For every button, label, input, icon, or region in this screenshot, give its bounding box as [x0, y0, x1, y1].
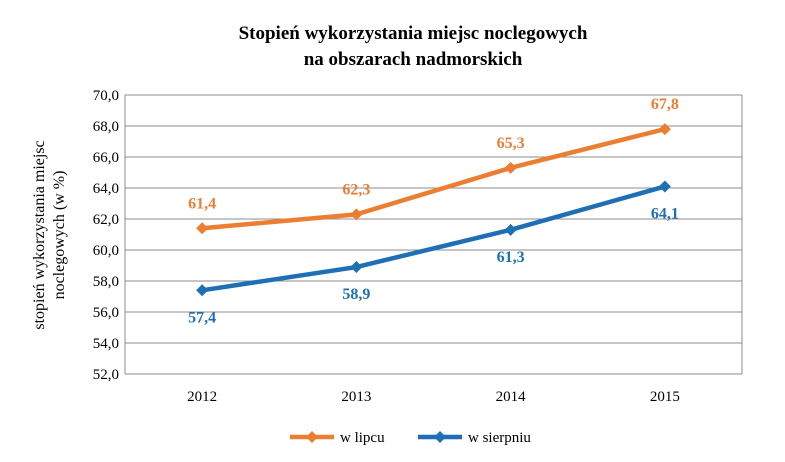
y-tick-label: 70,0 — [93, 88, 119, 104]
series-1: 61,4 62,3 65,3 67,8 — [188, 96, 679, 235]
y-tick-label: 60,0 — [93, 243, 119, 259]
x-tick-label: 2015 — [650, 389, 680, 405]
data-point — [350, 208, 363, 221]
data-point — [658, 123, 671, 136]
data-label: 67,8 — [651, 96, 679, 113]
x-tick-label: 2012 — [187, 389, 217, 405]
legend-item-2: w sierpniu — [418, 430, 531, 446]
y-tick-label: 58,0 — [93, 274, 119, 290]
data-point — [658, 180, 671, 193]
x-tick-label: 2014 — [496, 389, 527, 405]
y-tick-label: 52,0 — [93, 367, 119, 383]
data-label: 58,9 — [342, 286, 370, 303]
data-label: 61,3 — [497, 249, 525, 266]
y-axis-title: stopień wykorzystania miejsc noclegowych… — [31, 140, 68, 329]
x-tick-label: 2013 — [341, 389, 371, 405]
data-label: 57,4 — [188, 309, 216, 326]
series-2: 57,4 58,9 61,3 64,1 — [188, 180, 679, 326]
y-tick-label: 54,0 — [93, 336, 119, 352]
legend-item-1: w lipcu — [290, 430, 385, 446]
y-axis-title-line-1: stopień wykorzystania miejsc — [31, 140, 48, 329]
series-line — [201, 126, 666, 231]
data-point — [504, 161, 517, 174]
chart-title-line-2: na obszarach nadmorskich — [304, 49, 523, 70]
data-point — [196, 222, 209, 235]
chart-title-line-1: Stopień wykorzystania miejsc noclegowych — [239, 23, 588, 44]
data-label: 61,4 — [188, 195, 216, 212]
legend-label: w sierpniu — [468, 430, 531, 446]
y-tick-label: 64,0 — [93, 181, 119, 197]
x-tick-labels: 2012 2013 2014 2015 — [187, 389, 680, 405]
legend-marker — [306, 431, 318, 443]
series-line — [201, 184, 666, 293]
data-point — [196, 284, 209, 297]
data-label: 65,3 — [497, 135, 525, 152]
y-tick-label: 68,0 — [93, 119, 119, 135]
y-tick-label: 62,0 — [93, 212, 119, 228]
y-tick-labels: 52,0 54,0 56,0 58,0 60,0 62,0 64,0 66,0 68,0 70,0 — [93, 88, 119, 383]
y-axis-title-line-2: noclegowych (w %) — [51, 171, 68, 300]
y-tick-label: 56,0 — [93, 305, 119, 321]
legend: w lipcu w sierpniu — [290, 430, 531, 446]
legend-marker — [434, 431, 446, 443]
gridlines — [124, 94, 743, 375]
y-tick-label: 66,0 — [93, 150, 119, 166]
data-label: 62,3 — [342, 181, 370, 198]
series-group: 61,4 62,3 65,3 67,8 57,4 58,9 61,3 64,1 — [188, 96, 679, 326]
data-point — [350, 261, 363, 274]
data-point — [504, 223, 517, 236]
data-label: 64,1 — [651, 205, 679, 222]
legend-label: w lipcu — [340, 430, 385, 446]
